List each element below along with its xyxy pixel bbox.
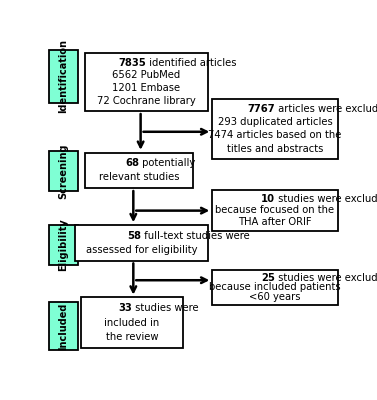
Text: 7767: 7767: [247, 104, 275, 114]
Text: titles and abstracts: titles and abstracts: [227, 144, 323, 154]
FancyBboxPatch shape: [49, 302, 78, 350]
Text: articles were excluded: articles were excluded: [275, 104, 377, 114]
Text: Identification: Identification: [58, 40, 68, 114]
Text: 6562 PubMed: 6562 PubMed: [112, 70, 181, 80]
Text: Screening: Screening: [58, 144, 68, 199]
FancyBboxPatch shape: [49, 50, 78, 104]
FancyBboxPatch shape: [49, 151, 78, 191]
Text: THA after ORIF: THA after ORIF: [238, 217, 312, 227]
FancyBboxPatch shape: [212, 270, 338, 305]
Text: identified articles: identified articles: [146, 58, 237, 68]
Text: 72 Cochrane library: 72 Cochrane library: [97, 96, 196, 106]
FancyBboxPatch shape: [85, 153, 193, 188]
Text: 25: 25: [261, 273, 275, 283]
Text: 7474 articles based on the: 7474 articles based on the: [208, 130, 342, 140]
FancyBboxPatch shape: [75, 225, 208, 260]
FancyBboxPatch shape: [49, 225, 78, 265]
Text: <60 years: <60 years: [249, 292, 301, 302]
Text: included in: included in: [104, 318, 159, 328]
Text: 10: 10: [261, 194, 275, 204]
FancyBboxPatch shape: [85, 53, 208, 111]
Text: assessed for eligibility: assessed for eligibility: [86, 245, 197, 255]
Text: studies were excluded: studies were excluded: [275, 273, 377, 283]
Text: 293 duplicated articles: 293 duplicated articles: [218, 117, 333, 127]
FancyBboxPatch shape: [212, 99, 338, 159]
FancyBboxPatch shape: [212, 190, 338, 231]
Text: the review: the review: [106, 332, 158, 342]
Text: because focused on the: because focused on the: [216, 206, 334, 216]
Text: 58: 58: [127, 231, 141, 241]
Text: 7835: 7835: [119, 58, 146, 68]
Text: 68: 68: [125, 158, 139, 168]
Text: 1201 Embase: 1201 Embase: [112, 83, 181, 93]
FancyBboxPatch shape: [81, 298, 183, 348]
Text: potentially: potentially: [139, 158, 195, 168]
Text: Eligibility: Eligibility: [58, 219, 68, 272]
Text: studies were excluded: studies were excluded: [275, 194, 377, 204]
Text: 33: 33: [118, 304, 132, 314]
Text: because included patients: because included patients: [209, 282, 341, 292]
Text: full-text studies were: full-text studies were: [141, 231, 250, 241]
Text: studies were: studies were: [132, 304, 198, 314]
Text: Included: Included: [58, 302, 68, 350]
Text: relevant studies: relevant studies: [99, 172, 179, 182]
